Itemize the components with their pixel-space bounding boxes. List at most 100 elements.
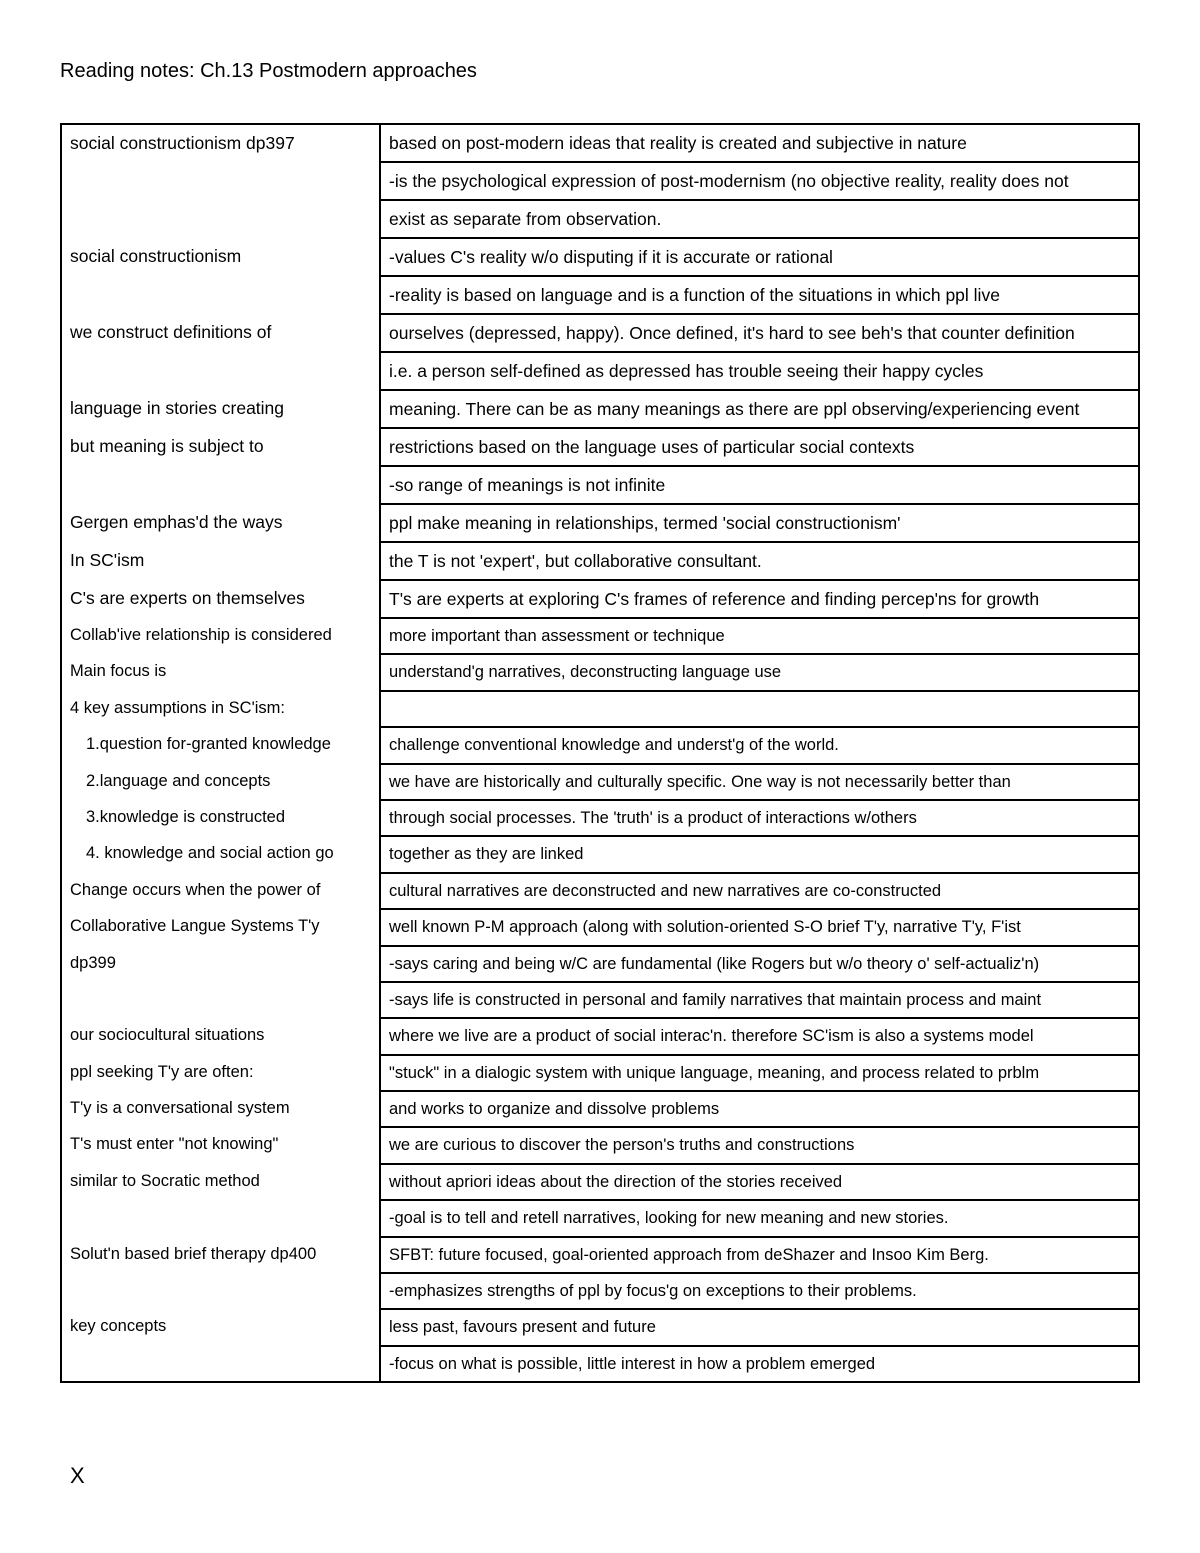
left-cell: Main focus is [61, 654, 380, 690]
left-cell: 2.language and concepts [61, 764, 380, 800]
table-row: key conceptsless past, favours present a… [61, 1309, 1139, 1345]
right-cell: -reality is based on language and is a f… [380, 276, 1139, 314]
right-cell: -focus on what is possible, little inter… [380, 1346, 1139, 1382]
table-row: -emphasizes strengths of ppl by focus'g … [61, 1273, 1139, 1309]
table-row: -is the psychological expression of post… [61, 162, 1139, 200]
table-row: 4 key assumptions in SC'ism: [61, 691, 1139, 727]
table-row: i.e. a person self-defined as depressed … [61, 352, 1139, 390]
table-row: -focus on what is possible, little inter… [61, 1346, 1139, 1382]
left-cell [61, 200, 380, 238]
right-cell: we have are historically and culturally … [380, 764, 1139, 800]
left-cell: 4. knowledge and social action go [61, 836, 380, 872]
right-cell: -so range of meanings is not infinite [380, 466, 1139, 504]
right-cell: ourselves (depressed, happy). Once defin… [380, 314, 1139, 352]
right-cell: well known P-M approach (along with solu… [380, 909, 1139, 945]
left-cell [61, 1346, 380, 1382]
right-cell: "stuck" in a dialogic system with unique… [380, 1055, 1139, 1091]
right-cell: understand'g narratives, deconstructing … [380, 654, 1139, 690]
left-cell [61, 352, 380, 390]
right-cell: where we live are a product of social in… [380, 1018, 1139, 1054]
left-cell: language in stories creating [61, 390, 380, 428]
table-row: T'y is a conversational systemand works … [61, 1091, 1139, 1127]
left-cell [61, 162, 380, 200]
right-cell: together as they are linked [380, 836, 1139, 872]
left-cell [61, 1273, 380, 1309]
left-cell: 3.knowledge is constructed [61, 800, 380, 836]
left-cell: T'y is a conversational system [61, 1091, 380, 1127]
right-cell: -goal is to tell and retell narratives, … [380, 1200, 1139, 1236]
footer-mark: X [60, 1463, 1140, 1489]
table-row: similar to Socratic methodwithout aprior… [61, 1164, 1139, 1200]
right-cell: T's are experts at exploring C's frames … [380, 580, 1139, 618]
table-row: C's are experts on themselvesT's are exp… [61, 580, 1139, 618]
table-row: Solut'n based brief therapy dp400SFBT: f… [61, 1237, 1139, 1273]
table-row: Main focus isunderstand'g narratives, de… [61, 654, 1139, 690]
left-cell: 4 key assumptions in SC'ism: [61, 691, 380, 727]
right-cell: through social processes. The 'truth' is… [380, 800, 1139, 836]
left-cell [61, 466, 380, 504]
left-cell: C's are experts on themselves [61, 580, 380, 618]
table-row: Collaborative Langue Systems T'ywell kno… [61, 909, 1139, 945]
right-cell: restrictions based on the language uses … [380, 428, 1139, 466]
left-cell: we construct definitions of [61, 314, 380, 352]
right-cell [380, 691, 1139, 727]
table-row: Collab'ive relationship is consideredmor… [61, 618, 1139, 654]
table-row: exist as separate from observation. [61, 200, 1139, 238]
table-row: social constructionism dp397based on pos… [61, 124, 1139, 162]
right-cell: we are curious to discover the person's … [380, 1127, 1139, 1163]
left-cell: dp399 [61, 946, 380, 982]
table-row: ppl seeking T'y are often:"stuck" in a d… [61, 1055, 1139, 1091]
table-row: but meaning is subject torestrictions ba… [61, 428, 1139, 466]
right-cell: without apriori ideas about the directio… [380, 1164, 1139, 1200]
right-cell: -says caring and being w/C are fundament… [380, 946, 1139, 982]
table-row: 3.knowledge is constructedthrough social… [61, 800, 1139, 836]
right-cell: challenge conventional knowledge and und… [380, 727, 1139, 763]
right-cell: more important than assessment or techni… [380, 618, 1139, 654]
table-row: -reality is based on language and is a f… [61, 276, 1139, 314]
table-row: -so range of meanings is not infinite [61, 466, 1139, 504]
right-cell: meaning. There can be as many meanings a… [380, 390, 1139, 428]
table-row: Change occurs when the power ofcultural … [61, 873, 1139, 909]
left-cell [61, 982, 380, 1018]
right-cell: the T is not 'expert', but collaborative… [380, 542, 1139, 580]
table-row: T's must enter "not knowing"we are curio… [61, 1127, 1139, 1163]
left-cell: social constructionism [61, 238, 380, 276]
right-cell: -says life is constructed in personal an… [380, 982, 1139, 1018]
left-cell: our sociocultural situations [61, 1018, 380, 1054]
table-row: Gergen emphas'd the waysppl make meaning… [61, 504, 1139, 542]
left-cell: similar to Socratic method [61, 1164, 380, 1200]
left-cell: social constructionism dp397 [61, 124, 380, 162]
left-cell: Collaborative Langue Systems T'y [61, 909, 380, 945]
left-cell: ppl seeking T'y are often: [61, 1055, 380, 1091]
table-row: -says life is constructed in personal an… [61, 982, 1139, 1018]
right-cell: based on post-modern ideas that reality … [380, 124, 1139, 162]
left-cell [61, 1200, 380, 1236]
right-cell: ppl make meaning in relationships, terme… [380, 504, 1139, 542]
table-row: dp399-says caring and being w/C are fund… [61, 946, 1139, 982]
left-cell: but meaning is subject to [61, 428, 380, 466]
right-cell: -emphasizes strengths of ppl by focus'g … [380, 1273, 1139, 1309]
left-cell [61, 276, 380, 314]
right-cell: SFBT: future focused, goal-oriented appr… [380, 1237, 1139, 1273]
left-cell: 1.question for-granted knowledge [61, 727, 380, 763]
left-cell: Solut'n based brief therapy dp400 [61, 1237, 380, 1273]
table-row: our sociocultural situationswhere we liv… [61, 1018, 1139, 1054]
right-cell: i.e. a person self-defined as depressed … [380, 352, 1139, 390]
table-row: In SC'ismthe T is not 'expert', but coll… [61, 542, 1139, 580]
right-cell: less past, favours present and future [380, 1309, 1139, 1345]
left-cell: Change occurs when the power of [61, 873, 380, 909]
table-row: language in stories creatingmeaning. The… [61, 390, 1139, 428]
table-row: 2.language and conceptswe have are histo… [61, 764, 1139, 800]
table-row: 4. knowledge and social action gotogethe… [61, 836, 1139, 872]
left-cell: Collab'ive relationship is considered [61, 618, 380, 654]
right-cell: and works to organize and dissolve probl… [380, 1091, 1139, 1127]
table-row: 1.question for-granted knowledgechalleng… [61, 727, 1139, 763]
left-cell: T's must enter "not knowing" [61, 1127, 380, 1163]
notes-table: social constructionism dp397based on pos… [60, 123, 1140, 1383]
left-cell: In SC'ism [61, 542, 380, 580]
right-cell: -values C's reality w/o disputing if it … [380, 238, 1139, 276]
right-cell: -is the psychological expression of post… [380, 162, 1139, 200]
right-cell: exist as separate from observation. [380, 200, 1139, 238]
table-row: -goal is to tell and retell narratives, … [61, 1200, 1139, 1236]
page-title: Reading notes: Ch.13 Postmodern approach… [60, 60, 1140, 83]
